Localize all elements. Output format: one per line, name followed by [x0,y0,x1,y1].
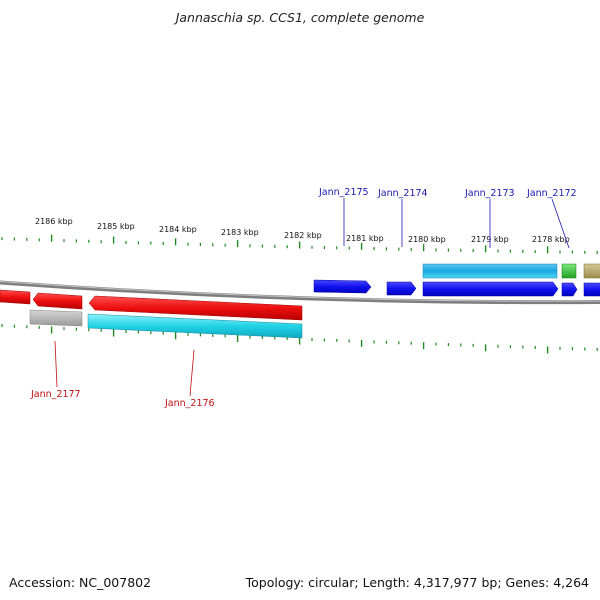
feature-cyan-lower[interactable] [87,313,303,339]
feature-olive[interactable] [583,263,600,279]
gene-jann-2177[interactable] [32,292,83,310]
gene-jann-2175[interactable] [313,279,372,294]
gene-reverse-left[interactable] [0,289,31,305]
scale-label-2183: 2183 kbp [221,228,259,237]
gene-label-jann-2174[interactable]: Jann_2174 [377,188,428,199]
scale-label-2186: 2186 kbp [35,217,73,226]
callout-jann-2176: Jann_2176 [164,349,215,409]
gene-label-jann-2176[interactable]: Jann_2176 [164,398,215,409]
gene-next-forward[interactable] [583,282,600,297]
scale-label-2185: 2185 kbp [97,222,135,231]
callout-jann-2173: Jann_2173 [464,188,515,248]
gene-jann-2174[interactable] [386,281,417,296]
gene-jann-2173[interactable] [422,281,559,297]
genome-summary-text: Topology: circular; Length: 4,317,977 bp… [245,575,589,590]
gene-label-jann-2175[interactable]: Jann_2175 [318,187,369,198]
callout-jann-2172: Jann_2172 [526,188,577,249]
genome-backbone [0,280,600,305]
scale-label-2180: 2180 kbp [408,235,446,244]
feature-cyan-upper[interactable] [422,263,558,279]
scale-label-2178: 2178 kbp [532,235,570,244]
gene-label-jann-2173[interactable]: Jann_2173 [464,188,515,199]
gene-label-jann-2177[interactable]: Jann_2177 [30,389,81,400]
feature-green[interactable] [561,263,577,279]
scale-label-2181: 2181 kbp [346,234,384,243]
gene-jann-2176[interactable] [88,295,303,321]
lower-tick-track [1,324,598,354]
upper-tick-track [1,234,598,254]
callout-jann-2175: Jann_2175 [318,187,369,246]
genome-title: Jannaschia sp. CCS1, complete genome [175,10,425,25]
gene-label-jann-2172[interactable]: Jann_2172 [526,188,577,199]
callout-jann-2177: Jann_2177 [30,340,81,400]
gene-jann-2172[interactable] [561,282,578,297]
accession-text: Accession: NC_007802 [9,575,152,590]
feature-gray[interactable] [29,309,83,327]
scale-label-2182: 2182 kbp [284,231,322,240]
callout-jann-2174: Jann_2174 [377,188,428,247]
scale-label-2184: 2184 kbp [159,225,197,234]
